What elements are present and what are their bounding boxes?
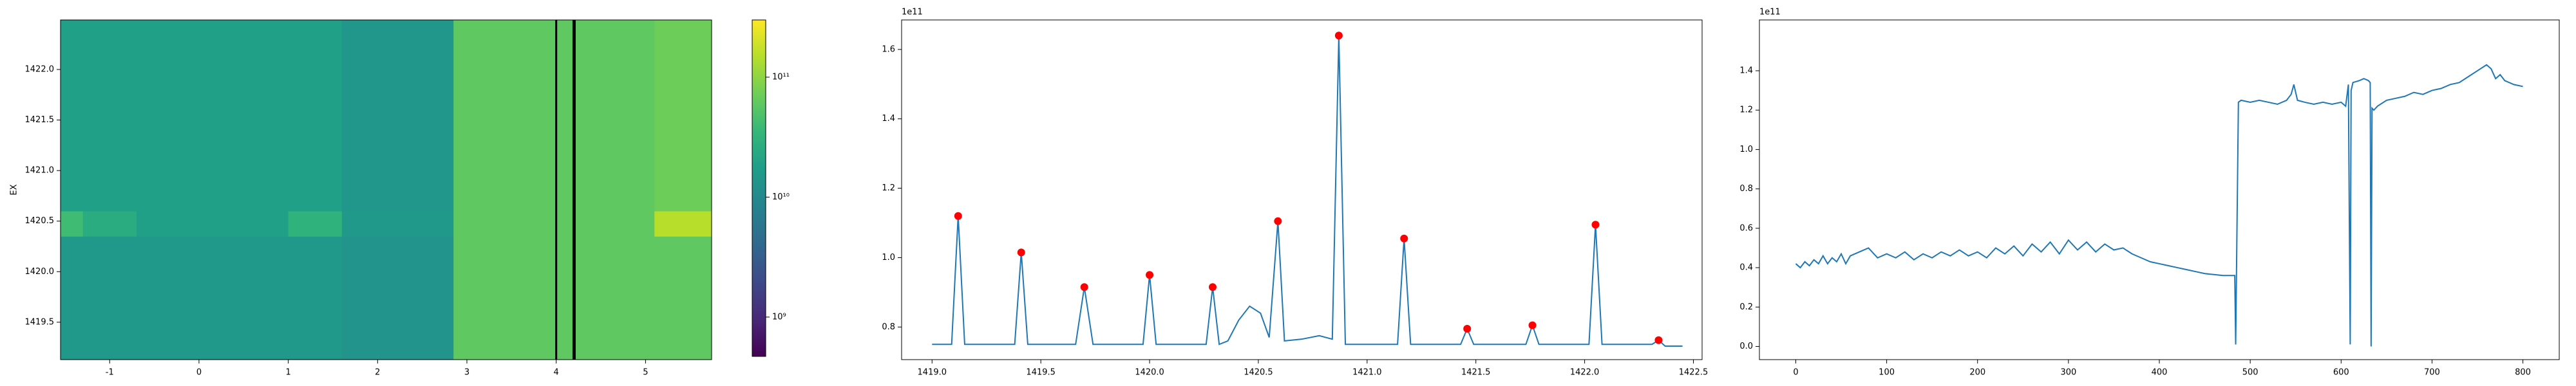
axes-frame — [60, 19, 712, 360]
peak-marker — [1017, 248, 1025, 257]
offset-label: 1e11 — [1759, 8, 1781, 17]
x-tick-label: 1422.0 — [1570, 368, 1600, 378]
y-tick-label: 0.8 — [1739, 184, 1753, 194]
x-tick-label: 4 — [554, 368, 559, 378]
heatmap-cell — [136, 236, 289, 360]
y-tick-label: 0.4 — [1739, 263, 1753, 273]
x-tick-label: -1 — [106, 368, 114, 378]
x-tick-label: 2 — [375, 368, 380, 378]
y-tick-label: 1.2 — [1739, 106, 1753, 115]
x-tick-label: 700 — [2424, 368, 2440, 378]
heatmap-cell — [61, 236, 84, 360]
x-tick-label: 400 — [2152, 368, 2168, 378]
x-tick-label: 200 — [1969, 368, 1985, 378]
x-tick-label: 500 — [2242, 368, 2259, 378]
heatmap-cell — [341, 20, 454, 212]
x-tick-label: 1422.5 — [1679, 368, 1709, 378]
axes-frame — [901, 19, 1703, 360]
heatmap-cell — [61, 211, 84, 237]
x-tick-label: 1 — [286, 368, 291, 378]
peak-marker — [1591, 221, 1600, 229]
line-series — [932, 35, 1683, 347]
heatmap-cell — [453, 236, 655, 360]
x-tick-label: 1419.5 — [1026, 368, 1056, 378]
heatmap-cell — [288, 211, 343, 237]
y-tick-label: 1.6 — [882, 44, 895, 54]
y-axis-label: EX — [10, 184, 19, 195]
heatmap-cell — [453, 211, 655, 237]
y-tick-label: 1.0 — [882, 253, 895, 262]
heatmap-cell — [453, 20, 655, 212]
heatmap-cell — [654, 211, 712, 237]
x-tick-label: 5 — [643, 368, 648, 378]
colorbar-tick-label: 10⁹ — [772, 312, 786, 322]
x-tick-label: 0 — [1793, 368, 1798, 378]
heatmap-cell — [136, 20, 289, 212]
offset-label: 1e11 — [902, 8, 923, 17]
y-tick-label: 0.0 — [1739, 342, 1753, 351]
x-tick-label: 0 — [196, 368, 202, 378]
peak-marker — [1334, 32, 1343, 40]
heatmap-cell — [288, 20, 343, 212]
colorbar-tick-label: 10¹¹ — [772, 72, 790, 82]
y-tick-label: 1.4 — [882, 114, 895, 124]
x-tick-label: 1421.5 — [1461, 368, 1491, 378]
heatmap-cell — [654, 236, 712, 360]
peak-marker — [1274, 217, 1282, 225]
x-tick-label: 1421.0 — [1352, 368, 1382, 378]
heatmap-cell — [82, 236, 137, 360]
y-tick-label: 0.6 — [1739, 223, 1753, 233]
peak-marker — [1400, 234, 1408, 243]
y-tick-label: 0.2 — [1739, 302, 1753, 312]
heatmap-cell — [61, 20, 84, 212]
y-tick-label: 1420.5 — [25, 216, 55, 226]
peak-marker — [1146, 271, 1154, 279]
heatmap-cell — [136, 211, 289, 237]
heatmap-cell — [654, 20, 712, 212]
heatmap-cell — [82, 20, 137, 212]
x-tick-label: 3 — [464, 368, 469, 378]
x-tick-label: 800 — [2515, 368, 2531, 378]
colorbar-tick-label: 10¹⁰ — [772, 192, 790, 202]
heatmap-cell — [341, 236, 454, 360]
peak-marker — [1654, 336, 1663, 344]
y-tick-label: 1421.0 — [25, 166, 55, 176]
axes-frame — [1759, 19, 2560, 360]
x-tick-label: 1420.5 — [1244, 368, 1273, 378]
y-tick-label: 1.0 — [1739, 145, 1753, 154]
y-tick-label: 1420.0 — [25, 267, 55, 277]
y-tick-label: 1422.0 — [25, 65, 55, 75]
y-tick-label: 1421.5 — [25, 115, 55, 125]
y-tick-label: 1.4 — [1739, 66, 1753, 75]
peak-marker — [1209, 283, 1217, 291]
heatmap-cell — [341, 211, 454, 237]
y-tick-label: 1419.5 — [25, 317, 55, 327]
peak-marker — [1080, 283, 1088, 291]
x-tick-label: 1419.0 — [918, 368, 947, 378]
y-tick-label: 1.2 — [882, 183, 895, 193]
y-tick-label: 0.8 — [882, 322, 895, 332]
heatmap-cell — [288, 236, 343, 360]
line-series — [1795, 64, 2523, 347]
peak-marker — [1463, 325, 1472, 333]
heatmap-cell — [82, 211, 137, 237]
x-tick-label: 300 — [2060, 368, 2076, 378]
x-tick-label: 100 — [1879, 368, 1895, 378]
x-tick-label: 1420.0 — [1135, 368, 1164, 378]
colorbar — [752, 19, 766, 357]
x-tick-label: 600 — [2333, 368, 2349, 378]
peak-marker — [1528, 321, 1537, 329]
peak-marker — [954, 212, 962, 220]
